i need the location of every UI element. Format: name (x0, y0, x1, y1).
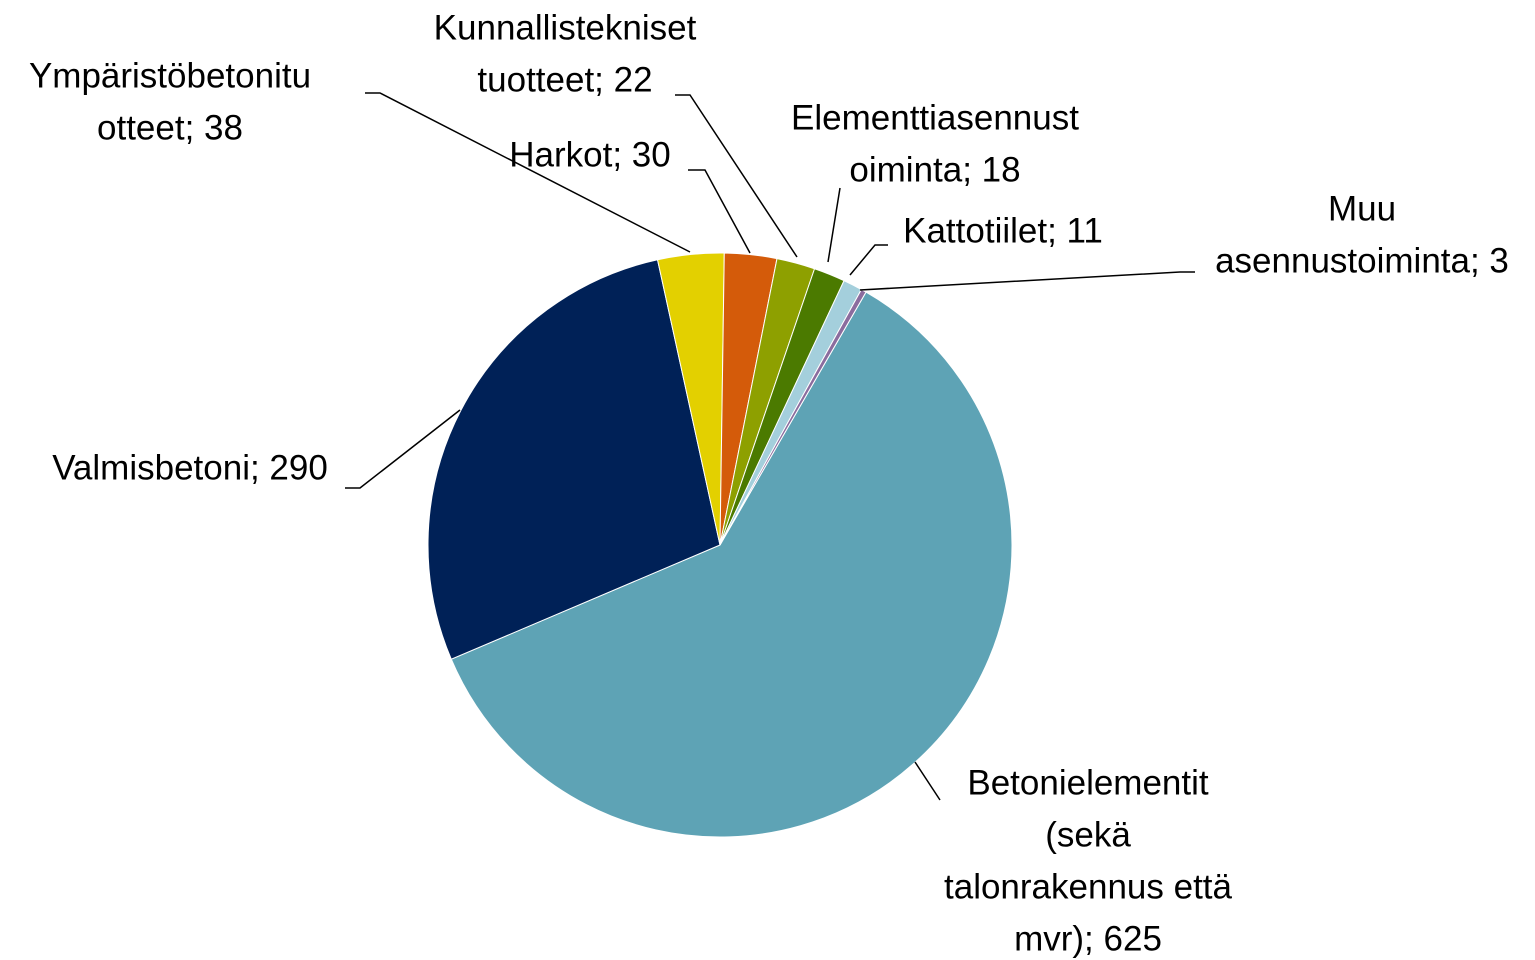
data-label: (sekä (1045, 815, 1131, 854)
pie-slice (450, 291, 1013, 838)
data-label: Kattotiilet; 11 (903, 211, 1103, 250)
leader-line (859, 271, 1195, 291)
pie-slice (427, 259, 721, 660)
data-label: Ympäristöbetonitu (29, 56, 311, 95)
leader-line (827, 187, 841, 263)
data-label: otteet; 38 (97, 108, 243, 147)
leader-line (914, 761, 941, 801)
leader-line (365, 92, 691, 253)
leader-line (688, 169, 751, 254)
data-label: Kunnallistekniset (434, 8, 697, 47)
leader-line (849, 244, 888, 276)
data-label: asennustoiminta; 3 (1215, 241, 1509, 280)
data-label: tuotteet; 22 (477, 60, 652, 99)
data-label: talonrakennus että (944, 867, 1233, 906)
data-label: oiminta; 18 (849, 150, 1020, 189)
data-label: Valmisbetoni; 290 (52, 448, 328, 487)
leader-line (675, 94, 798, 258)
data-label: Harkot; 30 (509, 135, 670, 174)
data-label: Muu (1328, 189, 1396, 228)
data-label: mvr); 625 (1014, 919, 1162, 958)
leader-line (345, 409, 461, 489)
data-label: Betonielementit (967, 763, 1209, 802)
data-label: Elementtiasennust (791, 98, 1079, 137)
